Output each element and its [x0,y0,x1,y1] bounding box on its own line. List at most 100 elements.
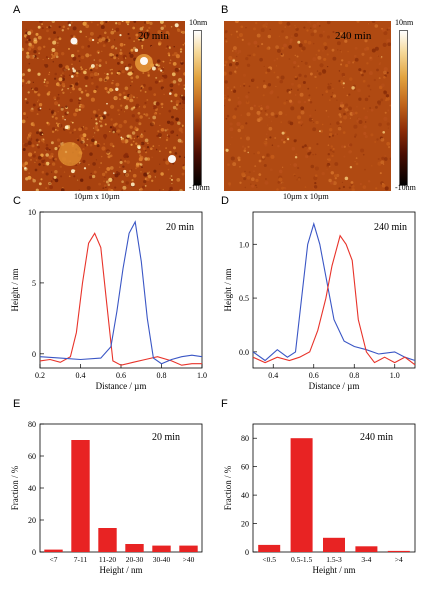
afm-grain [112,80,114,82]
afm-grain [240,85,242,87]
afm-grain [225,117,228,120]
category-label: 11-20 [99,555,116,564]
afm-grain [309,72,313,76]
plot-frame [252,423,416,553]
afm-grain [115,54,119,57]
afm-grain [48,108,51,111]
afm-grain [319,63,324,68]
afm-grain [245,95,249,99]
afm-grain [113,123,117,127]
afm-grain [61,52,65,56]
afm-grain [309,101,313,104]
afm-grain [387,109,390,112]
afm-grain [246,175,251,180]
afm-grain [369,107,371,109]
afm-grain [326,65,329,68]
afm-grain [162,88,164,90]
afm-spot [123,169,127,174]
afm-grain [328,127,333,132]
afm-grain [296,166,300,170]
afm-grain [49,163,51,165]
afm-grain [32,103,36,107]
afm-grain [314,174,318,178]
afm-grain [367,84,371,88]
afm-grain [183,87,185,90]
afm-grain [345,64,349,68]
afm-grain [376,68,379,72]
afm-grain [99,124,103,128]
afm-grain [48,148,51,151]
afm-grain [41,23,43,25]
afm-grain [307,152,311,156]
afm-grain [334,162,339,166]
afm-grain [252,27,257,31]
afm-grain [58,123,63,128]
afm-grain [71,121,74,124]
afm-grain [111,68,113,71]
afm-grain [98,59,102,62]
afm-grain [165,138,169,142]
afm-grain [61,88,64,91]
afm-grain [112,127,117,132]
afm-grain [374,24,379,28]
afm-spot [342,82,345,85]
afm-grain [356,21,360,23]
afm-grain [139,187,143,191]
afm-spot [106,102,108,105]
afm-grain [271,144,274,146]
afm-grain [46,92,50,96]
afm-grain [62,67,67,72]
afm-grain [110,45,114,49]
afm-grain [330,145,333,148]
afm-grain [41,170,45,174]
afm-grain [131,71,134,73]
afm-grain [36,131,39,135]
afm-grain [160,37,163,40]
afm-grain [109,53,113,57]
afm-grain [50,25,52,27]
afm-grain [82,159,86,163]
afm-grain [322,49,324,52]
afm-grain [69,98,73,103]
afm-grain [309,23,312,25]
afm-grain [358,68,362,72]
afm-grain [158,42,161,46]
afm-grain [54,178,59,183]
afm-grain [72,26,77,31]
afm-grain [22,79,25,83]
afm-grain [102,44,106,48]
afm-grain [67,27,70,30]
afm-grain [70,92,72,94]
afm-grain [63,171,66,173]
afm-grain [33,90,37,94]
afm-grain [144,101,147,105]
afm-grain [304,154,309,159]
panel-letter-a: A [13,4,21,16]
afm-grain [54,147,58,151]
afm-grain [146,157,151,161]
afm-grain [129,98,134,103]
afm-grain [131,179,134,182]
afm-grain [45,143,49,147]
afm-grain [146,146,150,149]
afm-grain [146,32,151,36]
afm-grain [54,38,58,42]
afm-grain [172,162,175,165]
afm-grain [354,46,358,50]
y-tick-label: 1.0 [239,240,249,249]
afm-grain [308,117,313,122]
afm-grain [54,98,56,101]
afm-grain [40,153,44,157]
y-tick-label: 20 [241,520,249,529]
afm-grain [58,63,63,68]
afm-grain [170,100,173,103]
afm-grain [110,30,115,35]
afm-grain [381,28,383,30]
afm-grain [145,21,150,25]
afm-grain [104,123,107,126]
afm-grain [104,86,108,91]
afm-grain [44,84,46,86]
afm-grain [58,144,61,148]
afm-grain [386,122,390,126]
afm-grain [240,125,245,130]
